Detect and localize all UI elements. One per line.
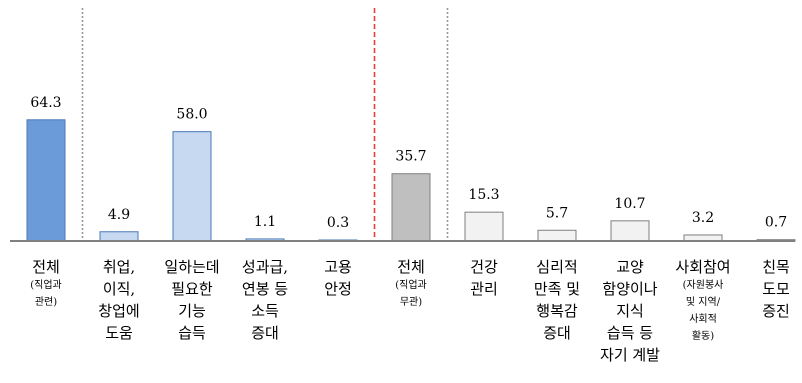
category-label-7-line-1: 만족 및 <box>534 280 580 298</box>
category-label-8-line-2: 지식 <box>616 302 644 320</box>
category-label-0-line-0: 전체 <box>32 258 60 276</box>
category-label-6-line-0: 건강 <box>470 258 498 276</box>
category-label-10-line-1: 도모 <box>762 280 790 298</box>
category-label-5-line-0: 전체 <box>397 258 425 276</box>
bar-2 <box>172 131 212 242</box>
category-label-2-line-0: 일하는데 <box>164 258 219 276</box>
category-label-4-line-0: 고용 <box>324 258 352 276</box>
bar-1 <box>99 231 139 242</box>
value-label-3: 1.1 <box>254 214 276 230</box>
category-label-1-line-0: 취업, <box>103 258 135 276</box>
category-sublabel-9-line-0: (자원봉사 <box>683 279 724 291</box>
category-sublabel-0-line-0: (직업과 <box>30 278 62 291</box>
category-label-1-line-1: 이직, <box>103 280 135 298</box>
category-label-8-line-0: 교양 <box>616 258 644 276</box>
category-label-7-line-0: 심리적 <box>536 258 577 276</box>
value-label-0: 64.3 <box>30 95 61 111</box>
bar-8 <box>610 220 650 242</box>
category-label-8-line-3: 습득 등 <box>607 324 653 342</box>
bar-6 <box>464 211 504 242</box>
bar-7 <box>537 229 577 242</box>
category-label-7-line-2: 행복감 <box>536 302 578 320</box>
category-label-1-line-3: 도움 <box>105 324 133 342</box>
value-label-9: 3.2 <box>692 210 714 226</box>
category-label-3-line-0: 성과급, <box>242 258 288 276</box>
value-label-8: 10.7 <box>614 196 645 212</box>
bar-5 <box>391 173 431 242</box>
category-label-1-line-2: 창업에 <box>98 302 139 320</box>
category-label-8-line-1: 함양이나 <box>602 280 657 298</box>
value-label-7: 5.7 <box>546 205 568 221</box>
value-label-4: 0.3 <box>327 215 349 231</box>
category-sublabel-5-line-1: 무관) <box>400 296 422 308</box>
category-label-10-line-0: 친목 <box>762 258 790 276</box>
category-label-3-line-2: 소득 <box>251 302 279 320</box>
value-label-2: 58.0 <box>176 107 207 123</box>
value-label-5: 35.7 <box>395 149 426 165</box>
category-label-3-line-1: 연봉 등 <box>242 280 288 298</box>
category-label-3-line-3: 증대 <box>251 324 279 342</box>
category-label-2-line-2: 기능 <box>178 302 206 320</box>
category-label-8-line-4: 자기 계발 <box>600 346 660 364</box>
category-label-2-line-1: 필요한 <box>171 280 213 298</box>
category-sublabel-9-line-2: 사회적 <box>689 313 717 325</box>
category-sublabel-9-line-3: 활동) <box>692 329 714 342</box>
value-label-1: 4.9 <box>108 207 130 223</box>
bar-0 <box>26 119 66 242</box>
category-label-9-line-0: 사회참여 <box>675 258 730 276</box>
category-sublabel-0-line-1: 관련) <box>35 296 57 308</box>
category-label-4-line-1: 안정 <box>324 280 352 298</box>
category-sublabel-9-line-1: 및 지역/ <box>686 296 721 308</box>
value-label-10: 0.7 <box>765 215 787 231</box>
category-label-2-line-3: 습득 <box>178 324 206 342</box>
category-label-6-line-1: 관리 <box>470 280 498 298</box>
category-label-7-line-3: 증대 <box>543 324 571 342</box>
category-sublabel-5-line-0: (직업과 <box>395 278 427 291</box>
category-label-10-line-2: 증진 <box>762 302 790 320</box>
value-label-6: 15.3 <box>468 187 499 203</box>
